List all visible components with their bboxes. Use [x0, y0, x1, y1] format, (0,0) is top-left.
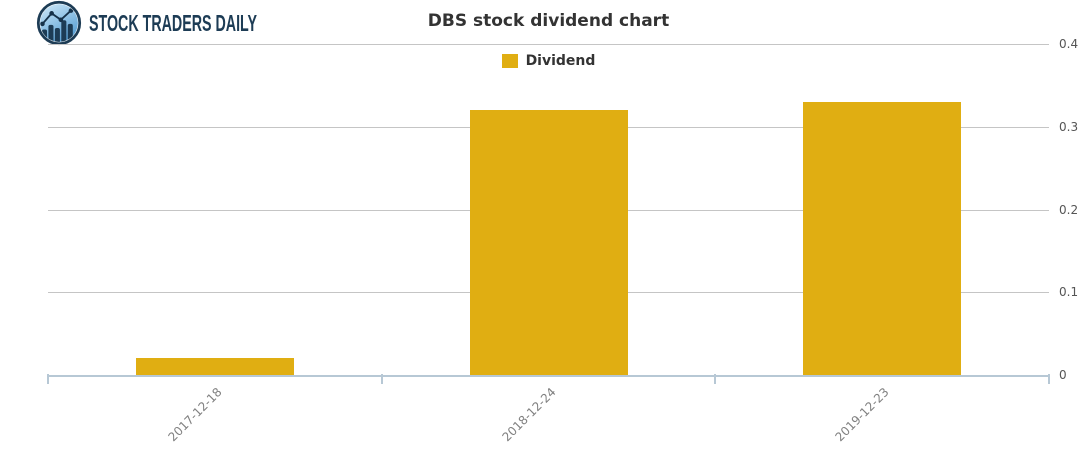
x-tick-0: [47, 374, 49, 384]
bar-2019-12-23: [803, 102, 961, 375]
chart-legend: Dividend: [48, 53, 1049, 69]
brand-name: STOCK TRADERS DAILY: [89, 9, 257, 36]
x-tick-label-2018-12-24: 2018-12-24: [499, 385, 559, 445]
brand-header: STOCK TRADERS DAILY: [36, 0, 360, 46]
bar-2017-12-18: [136, 358, 294, 375]
legend-swatch-dividend: [501, 54, 518, 68]
chart-title: DBS stock dividend chart: [427, 11, 670, 31]
x-tick-3: [1048, 374, 1050, 384]
x-tick-label-2019-12-23: 2019-12-23: [832, 385, 893, 445]
x-tick-label-2017-12-18: 2017-12-18: [165, 385, 225, 445]
legend-label: Dividend: [525, 53, 596, 69]
gridline-0.4: [48, 44, 1049, 45]
x-tick-1: [381, 374, 383, 384]
plot-area: [48, 44, 1049, 377]
y-tick-label-0.2: 0.2: [1059, 202, 1079, 217]
bar-2018-12-24: [470, 110, 628, 375]
logo-trendline-icon: [40, 8, 74, 27]
y-tick-label-0.4: 0.4: [1059, 37, 1079, 51]
y-tick-label-0: 0: [1059, 368, 1067, 382]
y-tick-label-0.1: 0.1: [1059, 285, 1079, 300]
x-tick-2: [714, 374, 716, 384]
stock-traders-daily-logo-icon: [36, 0, 82, 46]
y-tick-label-0.3: 0.3: [1059, 119, 1079, 134]
